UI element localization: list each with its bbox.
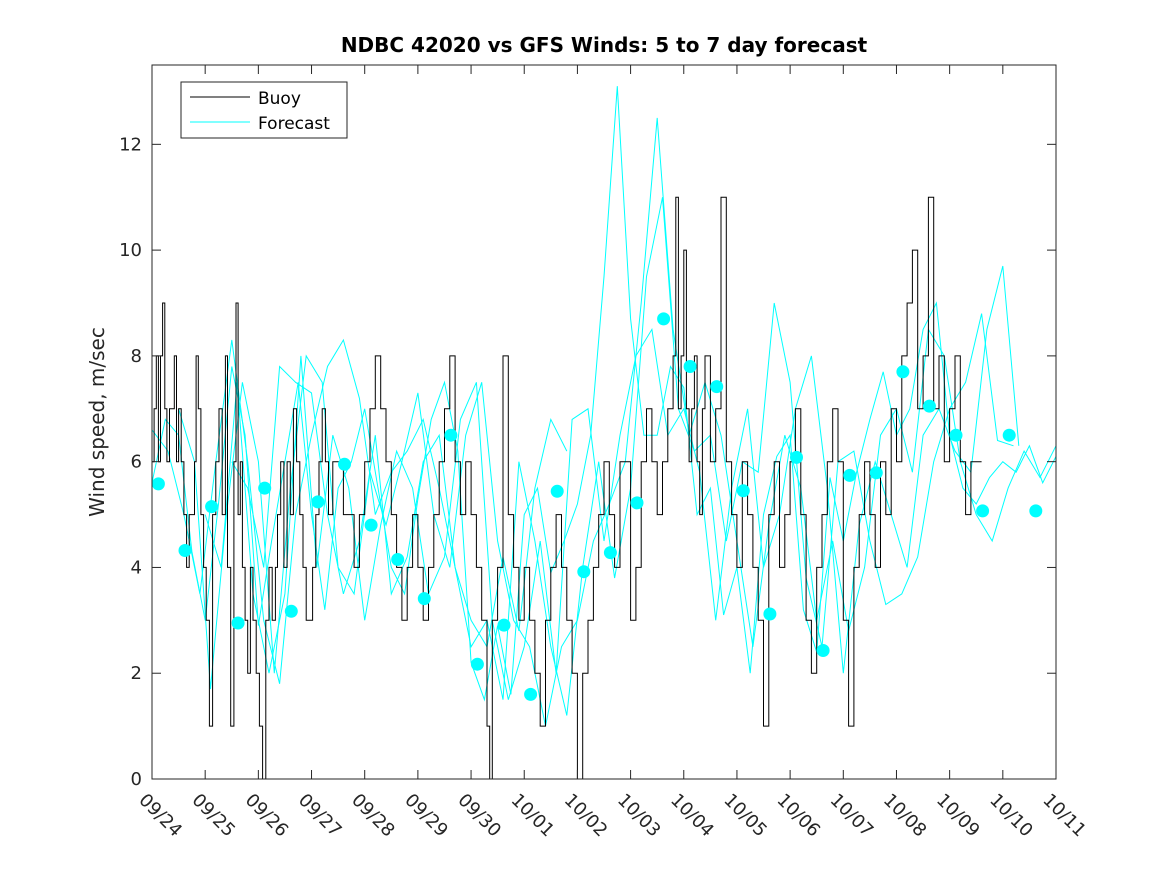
forecast-marker bbox=[205, 500, 219, 514]
chart-title: NDBC 42020 vs GFS Winds: 5 to 7 day fore… bbox=[341, 33, 868, 57]
forecast-marker bbox=[284, 604, 298, 618]
forecast-marker bbox=[922, 399, 936, 413]
x-tick-label: 10/02 bbox=[560, 790, 612, 842]
y-tick-label: 6 bbox=[131, 452, 142, 473]
axes-frame bbox=[151, 64, 1057, 780]
x-tick-label: 09/25 bbox=[188, 790, 240, 842]
forecast-marker bbox=[683, 360, 697, 373]
forecast-marker bbox=[497, 618, 511, 632]
forecast-marker bbox=[231, 616, 245, 630]
forecast-series-3 bbox=[178, 117, 1057, 727]
x-tick-label: 09/28 bbox=[347, 790, 399, 842]
forecast-marker bbox=[790, 450, 803, 464]
x-tick-label: 10/09 bbox=[932, 790, 984, 842]
x-tick-label: 10/10 bbox=[985, 790, 1037, 842]
forecast-marker bbox=[338, 457, 351, 471]
x-tick-label: 09/27 bbox=[294, 790, 346, 842]
forecast-marker bbox=[816, 644, 830, 657]
forecast-series-4 bbox=[204, 265, 1020, 700]
x-tick-label: 10/07 bbox=[826, 790, 878, 842]
forecast-marker bbox=[630, 496, 644, 510]
y-tick-label: 4 bbox=[131, 557, 142, 578]
forecast-marker bbox=[843, 468, 857, 482]
x-tick-label: 10/04 bbox=[666, 790, 718, 842]
x-tick-label: 09/26 bbox=[241, 790, 293, 842]
x-tick-label: 10/06 bbox=[773, 790, 825, 842]
y-tick-label: 0 bbox=[131, 769, 142, 790]
x-tick-label: 10/11 bbox=[1038, 790, 1090, 842]
legend-buoy-label: Buoy bbox=[258, 89, 301, 109]
x-tick-label: 10/03 bbox=[613, 790, 665, 842]
y-tick-label: 8 bbox=[131, 346, 142, 367]
forecast-marker bbox=[1002, 428, 1016, 442]
x-tick-label: 10/01 bbox=[507, 790, 559, 842]
forecast-marker bbox=[896, 365, 910, 379]
x-axis: 09/24 09/25 09/26 09/27 09/28 09/29 09/30 10/01… bbox=[134, 65, 1090, 841]
y-tick-label: 12 bbox=[119, 134, 142, 155]
forecast-series-5 bbox=[231, 197, 1014, 716]
forecast-marker bbox=[869, 466, 883, 480]
forecast-marker bbox=[763, 607, 777, 621]
legend-box bbox=[180, 81, 348, 139]
plot-area bbox=[151, 86, 1057, 780]
legend: Buoy Forecast bbox=[180, 81, 348, 139]
forecast-marker bbox=[178, 544, 192, 557]
x-tick-label: 10/08 bbox=[879, 790, 931, 842]
forecast-marker bbox=[391, 553, 405, 566]
forecast-marker bbox=[1029, 504, 1043, 518]
x-tick-label: 10/05 bbox=[719, 790, 771, 842]
x-tick-label: 09/29 bbox=[400, 790, 452, 842]
legend-forecast-label: Forecast bbox=[258, 114, 330, 134]
forecast-marker bbox=[470, 657, 484, 671]
forecast-marker bbox=[976, 504, 990, 518]
y-axis-label: Wind speed, m/sec bbox=[85, 327, 109, 517]
y-axis: 0 2 4 6 8 10 12 bbox=[119, 134, 1056, 790]
forecast-marker bbox=[364, 518, 378, 532]
forecast-marker bbox=[311, 495, 325, 509]
forecast-marker bbox=[258, 481, 272, 495]
forecast-marker bbox=[550, 484, 564, 498]
forecast-marker bbox=[710, 380, 724, 394]
x-tick-label: 09/30 bbox=[454, 790, 506, 842]
forecast-marker bbox=[603, 546, 617, 560]
forecast-marker bbox=[151, 477, 165, 491]
forecast-marker bbox=[524, 687, 538, 701]
forecast-marker bbox=[657, 312, 671, 326]
forecast-marker bbox=[577, 565, 591, 579]
x-tick-label: 09/24 bbox=[134, 790, 186, 842]
forecast-series-1 bbox=[151, 86, 1057, 702]
forecast-marker bbox=[444, 428, 458, 442]
y-tick-label: 2 bbox=[131, 663, 142, 684]
forecast-marker bbox=[417, 592, 431, 606]
buoy-series bbox=[152, 196, 982, 780]
forecast-marker bbox=[949, 428, 963, 442]
y-tick-label: 10 bbox=[119, 240, 142, 261]
forecast-marker bbox=[736, 484, 750, 498]
